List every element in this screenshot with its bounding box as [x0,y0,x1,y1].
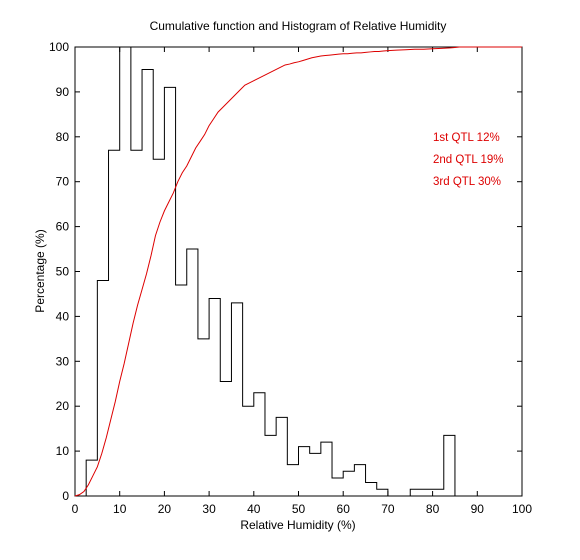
plot-area: 0 10 20 30 40 50 60 70 80 90 100 0 10 20 30 40 50 60 70 80… [49,40,532,516]
y-tick-label: 10 [56,444,70,458]
histogram-series [85,46,467,497]
y-tick-label: 50 [56,265,70,279]
x-tick-label: 10 [113,502,127,516]
chart-title: Cumulative function and Histogram of Rel… [150,19,447,33]
quantile-annotation: 1st QTL 12% [433,132,500,144]
x-tick-label: 0 [72,502,79,516]
quantile-annotation: 3rd QTL 30% [433,176,501,188]
x-tick-label: 20 [158,502,172,516]
x-axis-ticks: 0 10 20 30 40 50 60 70 80 90 100 [72,47,532,516]
cumulative-series [74,46,522,497]
y-tick-label: 0 [62,489,69,503]
x-tick-label: 100 [512,502,532,516]
quantile-annotations: 1st QTL 12% 2nd QTL 19% 3rd QTL 30% [433,132,504,188]
x-tick-label: 50 [292,502,306,516]
y-tick-label: 60 [56,220,70,234]
y-tick-label: 20 [56,399,70,413]
y-tick-label: 80 [56,130,70,144]
y-tick-label: 30 [56,354,70,368]
y-tick-label: 40 [56,309,70,323]
x-tick-label: 70 [381,502,395,516]
y-tick-label: 90 [56,85,70,99]
x-tick-label: 40 [247,502,261,516]
y-axis-label: Percentage (%) [33,229,47,312]
cumulative-line [74,46,522,497]
x-tick-label: 60 [337,502,351,516]
y-tick-label: 70 [56,175,70,189]
x-tick-label: 90 [471,502,485,516]
quantile-annotation: 2nd QTL 19% [433,154,504,166]
x-axis-label: Relative Humidity (%) [240,518,355,532]
x-tick-label: 30 [202,502,216,516]
y-axis-ticks: 0 10 20 30 40 50 60 70 80 90 100 [49,40,522,503]
x-tick-label: 80 [426,502,440,516]
histogram-outline [85,46,467,497]
y-tick-label: 100 [49,40,69,54]
